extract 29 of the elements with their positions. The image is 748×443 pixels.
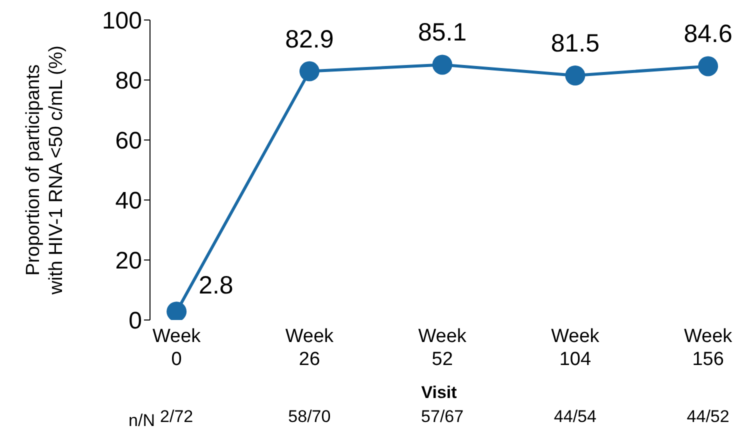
x-tick-label: Week 26 xyxy=(285,326,334,370)
x-tick-label: Week 0 xyxy=(152,326,202,370)
data-label: 84.6 xyxy=(684,20,732,48)
y-tick-label: 40 xyxy=(115,188,142,215)
text: 57/67 xyxy=(421,407,464,426)
x-tick-label: Week 156 xyxy=(684,326,733,370)
x-axis-title: Visit xyxy=(421,383,458,402)
data-label: 2.8 xyxy=(198,272,234,300)
y-tick-label: 100 xyxy=(102,8,142,35)
point xyxy=(166,302,187,320)
x-tick-label: Week 52 xyxy=(418,326,467,370)
y-tick-label: 80 xyxy=(115,68,142,95)
y-tick-label: 0 xyxy=(128,308,142,335)
point xyxy=(565,66,586,86)
data-label: 82.9 xyxy=(285,25,334,54)
text: 44/54 xyxy=(554,407,596,426)
data-label: 81.5 xyxy=(550,30,600,58)
x-tick-label: Week 104 xyxy=(551,326,600,370)
point xyxy=(432,54,452,75)
text: 58/70 xyxy=(288,407,331,426)
point xyxy=(698,56,718,76)
point xyxy=(299,61,320,82)
data-label: 85.1 xyxy=(418,18,467,47)
text: n/N xyxy=(128,411,155,430)
text: 44/52 xyxy=(686,407,730,426)
y-axis-title: Proportion of participants with HIV-1 RNA <50 c/mL (%) xyxy=(23,45,67,296)
y-tick-label: 20 xyxy=(115,248,142,275)
y-tick-label: 60 xyxy=(115,128,142,155)
text: 2/72 xyxy=(160,407,194,426)
